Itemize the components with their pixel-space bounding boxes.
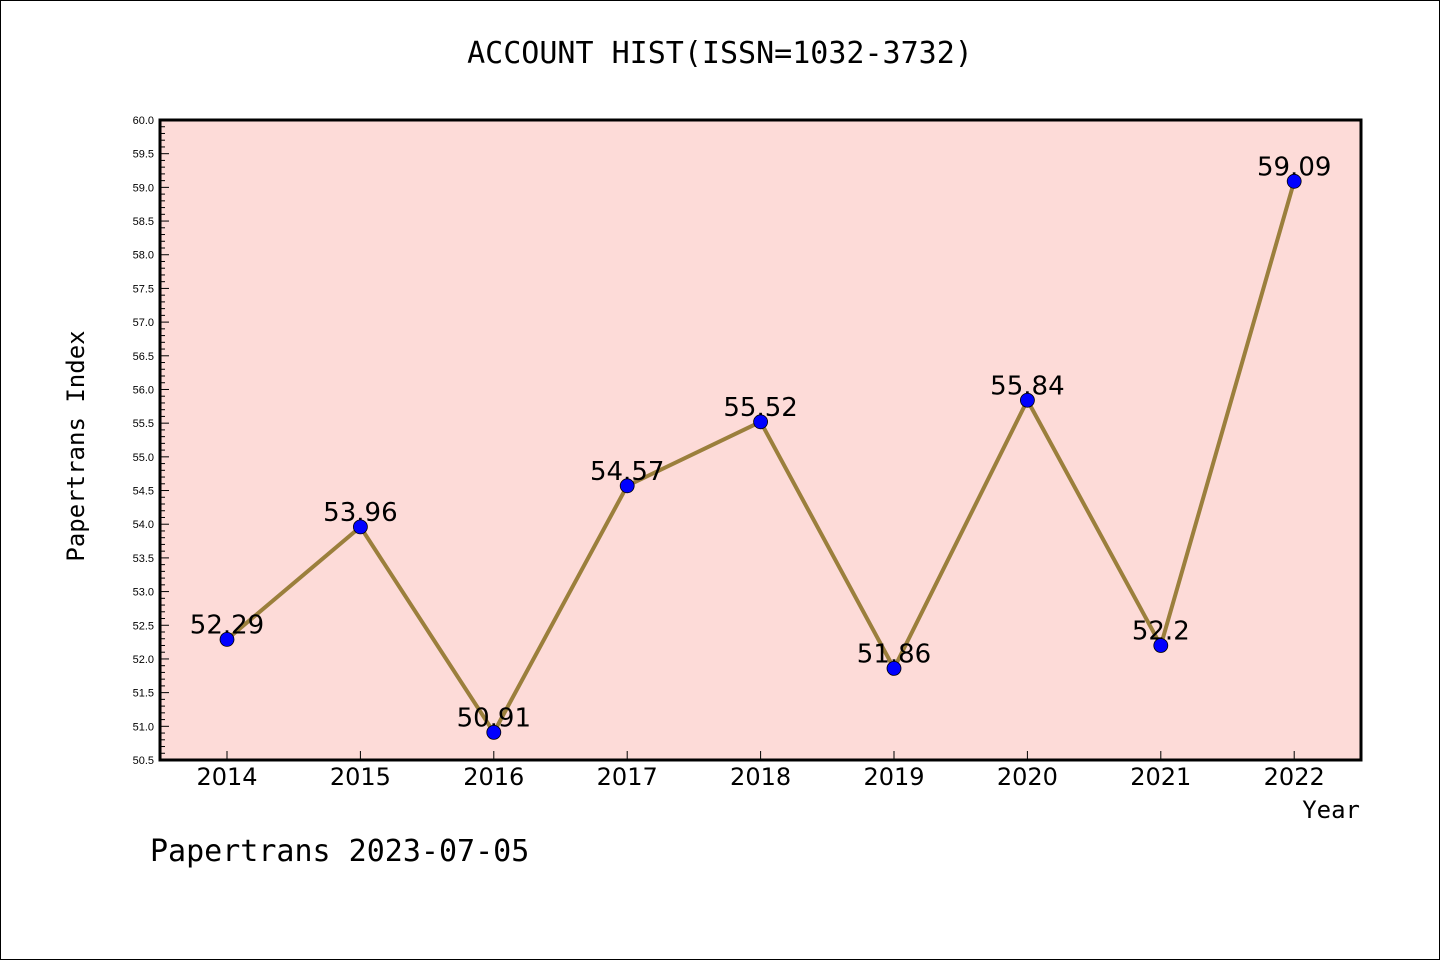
x-tick-label: 2021 (1130, 763, 1191, 791)
y-tick-label: 59.0 (133, 182, 154, 194)
x-tick-label: 2019 (863, 763, 924, 791)
y-tick-label: 57.0 (133, 317, 154, 329)
y-axis-ticks: 50.5 51.0 51.5 52.0 52.5 53.0 53.5 54.0 54.5 55.0… (133, 115, 169, 767)
y-tick-label: 51.0 (133, 721, 154, 733)
y-tick-label: 54.5 (133, 486, 154, 498)
y-tick-label: 60.0 (133, 115, 154, 127)
footer-date-text: Papertrans 2023-07-05 (150, 834, 530, 869)
x-tick-label: 2015 (330, 763, 391, 791)
x-tick-label: 2017 (597, 763, 658, 791)
data-point (886, 660, 902, 676)
y-tick-label: 55.5 (133, 418, 154, 430)
y-tick-label: 58.5 (133, 216, 154, 228)
y-tick-label: 56.0 (133, 384, 154, 396)
data-point (1020, 392, 1035, 408)
y-tick-label: 53.0 (133, 587, 154, 599)
data-point (619, 478, 635, 494)
x-axis-title: Year (1302, 796, 1360, 824)
plot-background (158, 118, 1363, 762)
data-point (352, 519, 368, 535)
y-tick-label: 54.0 (133, 519, 154, 531)
y-tick-label: 56.5 (133, 351, 154, 363)
data-points (219, 173, 1302, 740)
y-tick-label: 52.0 (133, 654, 154, 666)
data-labels: 52.2953.9650.9154.5755.5251.8655.8452.25… (190, 152, 1332, 733)
y-tick-label: 58.0 (133, 250, 154, 262)
data-point (219, 632, 235, 647)
data-point (1153, 638, 1169, 653)
x-tick-label: 2018 (730, 763, 791, 791)
y-tick-label: 53.5 (133, 553, 154, 565)
data-point (1286, 173, 1302, 189)
y-tick-label: 57.5 (133, 283, 154, 295)
x-tick-label: 2020 (997, 763, 1058, 791)
chart-title: ACCOUNT HIST(ISSN=1032-3732) (467, 36, 973, 71)
y-tick-label: 51.5 (133, 688, 154, 700)
data-point (486, 724, 502, 740)
x-tick-label: 2022 (1264, 763, 1325, 791)
x-axis-ticks: 2014 2015 2016 2017 2018 2019 2020 2021 2022 (196, 751, 1325, 791)
y-tick-label: 55.0 (133, 452, 154, 464)
y-tick-label: 59.5 (133, 149, 154, 161)
y-tick-label: 50.5 (133, 755, 154, 767)
y-tick-label: 52.5 (133, 620, 154, 632)
x-tick-label: 2014 (196, 763, 257, 791)
data-point (753, 414, 768, 430)
plot-area (160, 120, 1361, 760)
x-tick-label: 2016 (463, 763, 524, 791)
